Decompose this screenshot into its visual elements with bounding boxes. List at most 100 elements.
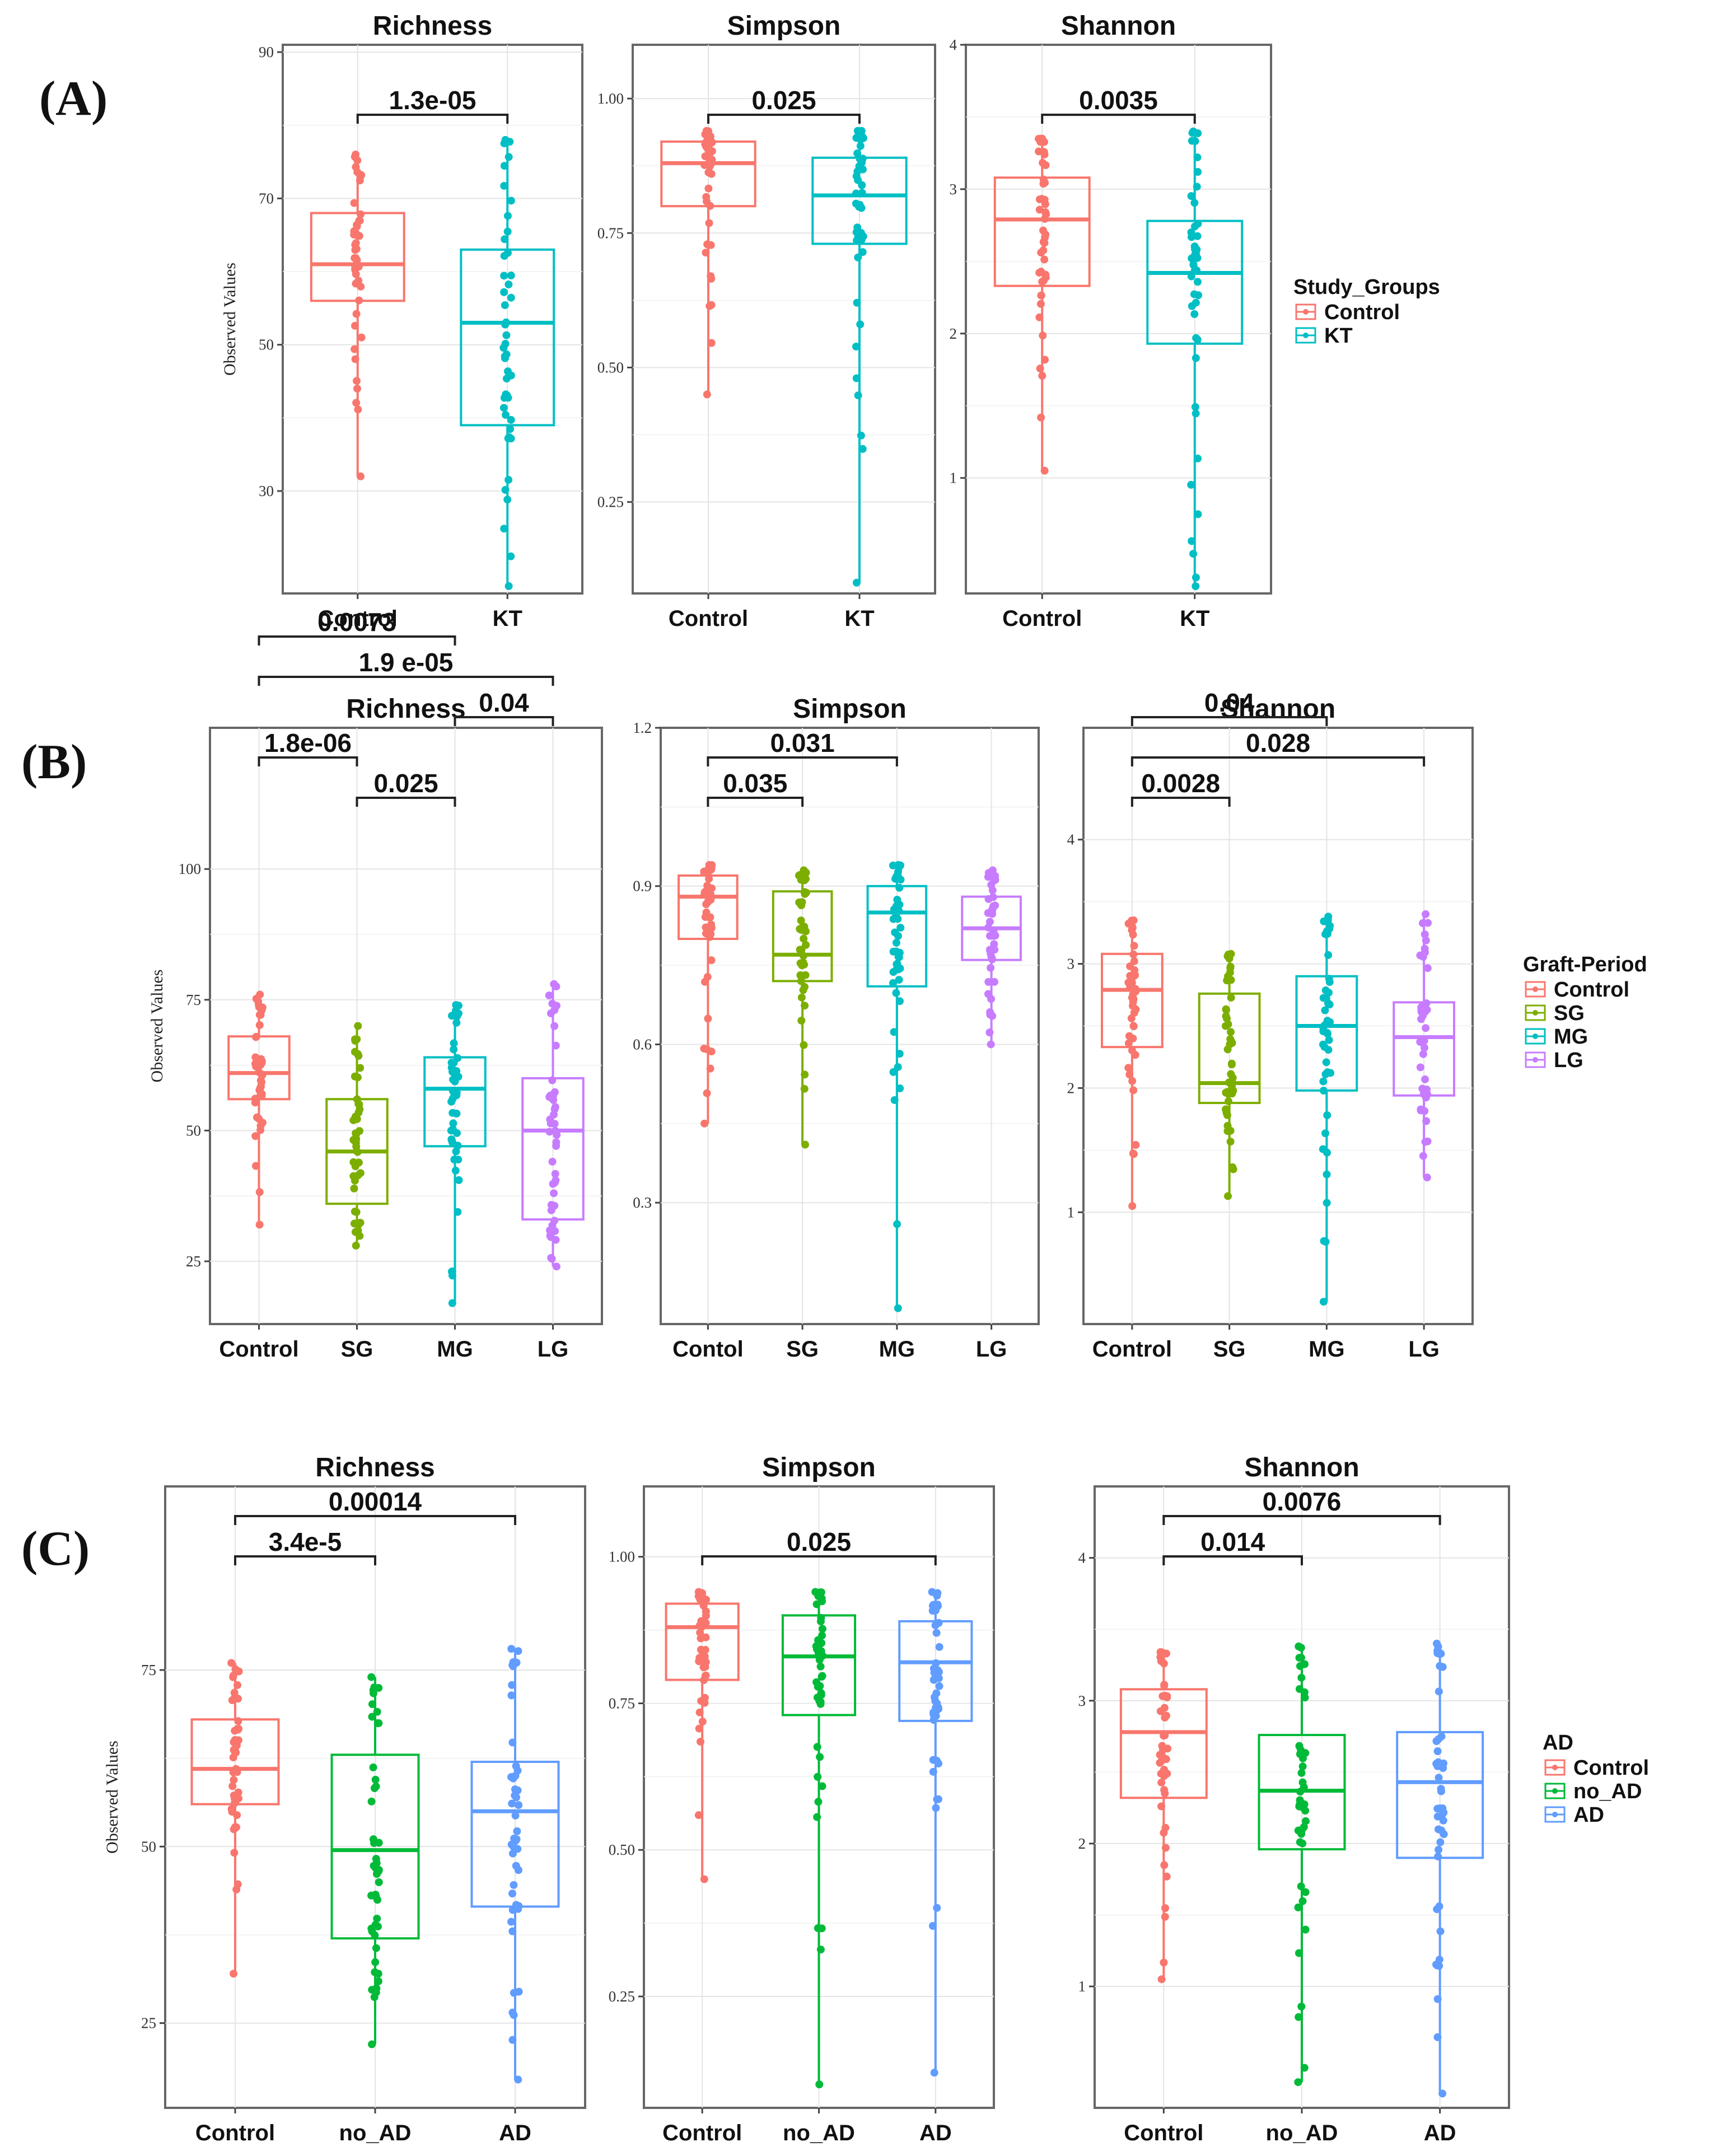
data-point — [500, 181, 508, 190]
data-point — [514, 1647, 522, 1655]
significance-bracket — [356, 114, 509, 124]
data-point — [935, 1759, 943, 1767]
data-point — [991, 946, 999, 954]
data-point — [892, 989, 900, 997]
x-tick-label: AD — [919, 2121, 952, 2145]
data-point — [503, 227, 512, 236]
p-value-label: 0.025 — [751, 86, 816, 115]
chart-b-shannon: 1 2 3 4 Shannon Control SG MG LG 0.04 0.028 0.0028 — [1067, 688, 1474, 1362]
data-point — [984, 990, 992, 998]
data-point — [933, 1904, 941, 1912]
data-point — [1422, 910, 1430, 918]
x-tick-label: AD — [1424, 2121, 1456, 2145]
data-point — [1035, 205, 1044, 214]
data-point — [504, 476, 513, 484]
data-point — [1224, 972, 1232, 980]
data-point — [251, 1132, 260, 1140]
data-point — [255, 1021, 264, 1030]
data-point — [1323, 1068, 1331, 1077]
data-point — [351, 355, 359, 363]
data-point — [985, 932, 994, 940]
data-point — [894, 868, 902, 876]
data-point — [800, 934, 808, 943]
data-point — [695, 1724, 703, 1733]
data-point — [1321, 986, 1330, 994]
data-point — [1438, 1663, 1447, 1671]
data-point — [1190, 290, 1198, 298]
chart-title: Simpson — [727, 11, 841, 41]
data-point — [797, 1017, 806, 1025]
data-point — [1128, 1202, 1137, 1210]
y-tick-label: 4 — [1078, 1550, 1086, 1566]
data-point — [1301, 1925, 1310, 1934]
panel-label-b: (B) — [21, 735, 87, 789]
data-point — [1124, 1064, 1133, 1072]
data-point — [1192, 573, 1200, 582]
data-point — [352, 1139, 360, 1147]
y-tick-label: 100 — [179, 860, 202, 877]
data-point — [507, 1918, 516, 1926]
legend-title: AD — [1543, 1731, 1573, 1755]
data-point — [929, 1676, 938, 1684]
data-point — [549, 1180, 557, 1188]
data-point — [552, 1041, 560, 1050]
data-point — [357, 282, 365, 291]
data-point — [1038, 372, 1046, 380]
y-axis-label: Observed Values — [103, 1741, 122, 1854]
data-point — [694, 1811, 703, 1820]
data-point — [895, 997, 904, 1005]
p-value-label: 0.0076 — [1263, 1487, 1342, 1516]
p-value-label: 0.014 — [1200, 1527, 1265, 1556]
chart-title: Shannon — [1244, 1453, 1359, 1482]
data-point — [502, 411, 510, 419]
data-point — [1295, 1949, 1303, 1957]
data-point — [1323, 1199, 1331, 1207]
data-point — [1301, 1888, 1310, 1896]
data-point — [935, 1643, 943, 1651]
data-point — [548, 1157, 557, 1166]
y-tick-label: 75 — [141, 1662, 156, 1678]
y-tick-label: 75 — [186, 992, 201, 1008]
data-point — [1128, 993, 1136, 1002]
chart-title: Richness — [373, 11, 492, 41]
legend-item-label: KT — [1324, 324, 1353, 348]
data-point — [1039, 331, 1047, 340]
data-point — [230, 1849, 239, 1857]
data-point — [699, 1647, 707, 1655]
data-point — [1222, 1005, 1230, 1014]
data-point — [708, 884, 716, 892]
data-point — [353, 1050, 362, 1058]
data-point — [357, 333, 366, 342]
data-point — [452, 1088, 461, 1097]
data-point — [508, 1849, 517, 1858]
data-point — [1128, 1077, 1137, 1085]
chart-title: Richness — [346, 694, 465, 724]
data-point — [1436, 1838, 1445, 1846]
data-point — [1297, 1644, 1305, 1652]
data-point — [500, 288, 508, 296]
data-point — [506, 138, 514, 146]
panel-label-c: (C) — [21, 1522, 90, 1576]
data-point — [705, 874, 713, 883]
data-point — [703, 928, 712, 936]
data-point — [1229, 1165, 1237, 1173]
data-point — [985, 1028, 994, 1037]
significance-bracket — [1041, 114, 1196, 124]
data-point — [355, 232, 363, 240]
data-point — [233, 1811, 241, 1820]
data-point — [1319, 1077, 1328, 1086]
y-tick-label: 25 — [141, 2015, 156, 2032]
data-point — [1130, 1008, 1138, 1017]
data-point — [508, 1661, 517, 1669]
x-tick-label: LG — [976, 1337, 1007, 1362]
data-point — [700, 1119, 709, 1128]
data-point — [697, 1697, 706, 1705]
data-point — [858, 248, 867, 256]
data-point — [1159, 1753, 1167, 1762]
data-point — [552, 1262, 560, 1271]
data-point — [1323, 1111, 1331, 1120]
data-point — [931, 1606, 940, 1615]
data-point — [797, 993, 806, 1002]
data-point — [357, 210, 365, 218]
